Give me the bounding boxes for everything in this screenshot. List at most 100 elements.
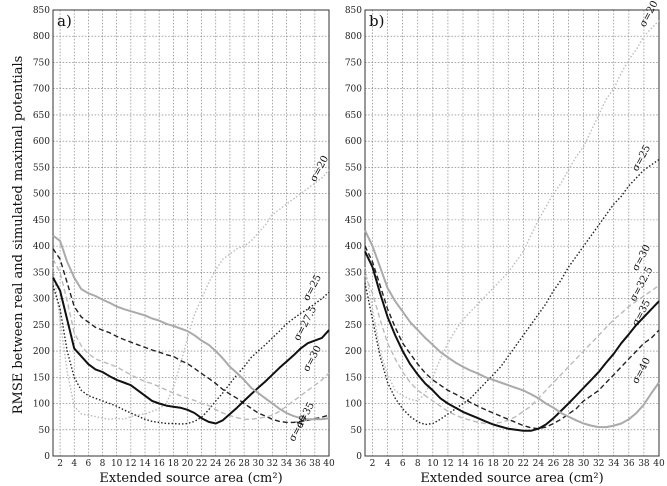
x-tick-label: 36 <box>295 459 307 469</box>
x-tick-label: 4 <box>385 459 391 469</box>
x-tick-label: 34 <box>608 459 620 469</box>
y-tick-label: 150 <box>33 373 50 383</box>
x-tick-label: 14 <box>139 459 151 469</box>
x-tick-label: 10 <box>427 459 439 469</box>
x-tick-label: 26 <box>224 459 236 469</box>
plot-frame <box>52 9 330 457</box>
plot-frame <box>364 9 660 457</box>
series-line-2 <box>364 158 660 426</box>
y-tick-label: 0 <box>356 452 362 462</box>
x-tick-label: 40 <box>653 459 665 469</box>
y-tick-label: 50 <box>39 426 51 436</box>
y-axis-title: RMSE between real and simulated maximal … <box>11 56 26 415</box>
y-tick-label: 550 <box>345 163 362 173</box>
y-tick-label: 500 <box>33 190 50 200</box>
x-tick-label: 20 <box>503 459 515 469</box>
x-tick-label: 18 <box>487 459 499 469</box>
x-tick-label: 40 <box>323 459 335 469</box>
y-tick-label: 200 <box>345 347 362 357</box>
x-tick-label: 28 <box>563 459 575 469</box>
x-axis-title: Extended source area (cm²) <box>99 471 282 486</box>
y-tick-label: 850 <box>345 6 362 16</box>
series-line-6 <box>52 234 330 421</box>
y-tick-label: 100 <box>345 400 362 410</box>
x-tick-label: 12 <box>442 459 453 469</box>
y-tick-label: 400 <box>33 242 50 252</box>
series-line-4 <box>52 258 330 420</box>
x-tick-label: 28 <box>238 459 250 469</box>
y-tick-label: 650 <box>33 111 50 121</box>
panel-label: a) <box>57 12 72 30</box>
x-tick-label: 6 <box>400 459 406 469</box>
x-tick-label: 2 <box>370 459 376 469</box>
x-tick-label: 22 <box>196 459 207 469</box>
series-line-5 <box>364 250 660 432</box>
series-line-5 <box>52 277 330 425</box>
y-tick-label: 350 <box>345 268 362 278</box>
curve-label: σ=20 <box>308 154 331 184</box>
x-tick-label: 14 <box>457 459 469 469</box>
y-tick-label: 300 <box>345 295 362 305</box>
x-tick-label: 24 <box>210 459 222 469</box>
x-tick-label: 16 <box>153 459 165 469</box>
curve-label: σ=30 <box>301 344 324 374</box>
series-line-1 <box>364 20 660 402</box>
series-line-1 <box>52 169 330 420</box>
y-tick-label: 300 <box>33 295 50 305</box>
y-tick-label: 250 <box>33 321 50 331</box>
y-tick-label: 450 <box>33 216 50 226</box>
x-tick-label: 8 <box>100 459 106 469</box>
y-tick-label: 250 <box>345 321 362 331</box>
x-tick-label: 32 <box>267 459 278 469</box>
y-tick-label: 600 <box>33 137 50 147</box>
x-tick-label: 30 <box>578 459 590 469</box>
x-tick-label: 8 <box>415 459 421 469</box>
y-tick-label: 150 <box>345 373 362 383</box>
y-tick-label: 600 <box>345 137 362 147</box>
x-tick-label: 26 <box>548 459 560 469</box>
curve-label: σ=25 <box>301 273 324 303</box>
x-tick-label: 30 <box>253 459 265 469</box>
x-tick-label: 2 <box>57 459 63 469</box>
curve-label: σ=20 <box>638 0 661 29</box>
series-line-3 <box>364 274 660 425</box>
series-line-6 <box>364 229 660 429</box>
y-tick-label: 550 <box>33 163 50 173</box>
series-line-3 <box>52 248 330 424</box>
panel-b: 0 50 100 150 200 250 300 350 400 450 500 550 600 650 7… <box>345 0 665 486</box>
y-tick-label: 100 <box>33 400 50 410</box>
y-tick-label: 350 <box>33 268 50 278</box>
y-tick-label: 500 <box>345 190 362 200</box>
x-tick-label: 22 <box>518 459 529 469</box>
x-tick-label: 32 <box>593 459 604 469</box>
x-tick-label: 38 <box>638 459 650 469</box>
series-line-2 <box>52 285 330 425</box>
x-tick-label: 18 <box>168 459 180 469</box>
panel-label: b) <box>369 12 384 30</box>
x-tick-label: 20 <box>182 459 194 469</box>
y-tick-label: 0 <box>44 452 50 462</box>
x-tick-label: 4 <box>71 459 77 469</box>
series-line-4 <box>364 245 660 430</box>
y-tick-label: 800 <box>33 32 50 42</box>
x-tick-label: 24 <box>533 459 545 469</box>
curve-label: σ=40 <box>287 414 310 444</box>
x-tick-label: 10 <box>111 459 123 469</box>
curve-label: σ=40 <box>630 356 653 386</box>
x-tick-label: 38 <box>309 459 321 469</box>
x-tick-label: 36 <box>623 459 635 469</box>
y-tick-label: 700 <box>345 85 362 95</box>
y-tick-label: 400 <box>345 242 362 252</box>
curve-label: σ=25 <box>630 143 653 173</box>
x-tick-label: 6 <box>86 459 92 469</box>
x-tick-label: 34 <box>281 459 293 469</box>
y-tick-label: 750 <box>345 58 362 68</box>
y-tick-label: 50 <box>351 426 363 436</box>
y-tick-label: 450 <box>345 216 362 226</box>
y-tick-label: 200 <box>33 347 50 357</box>
y-tick-label: 750 <box>33 58 50 68</box>
panel-a: 0 50 100 150 200 250 300 350 400 450 500 550 600 650 7… <box>33 6 335 486</box>
x-tick-label: 16 <box>472 459 484 469</box>
y-tick-label: 850 <box>33 6 50 16</box>
